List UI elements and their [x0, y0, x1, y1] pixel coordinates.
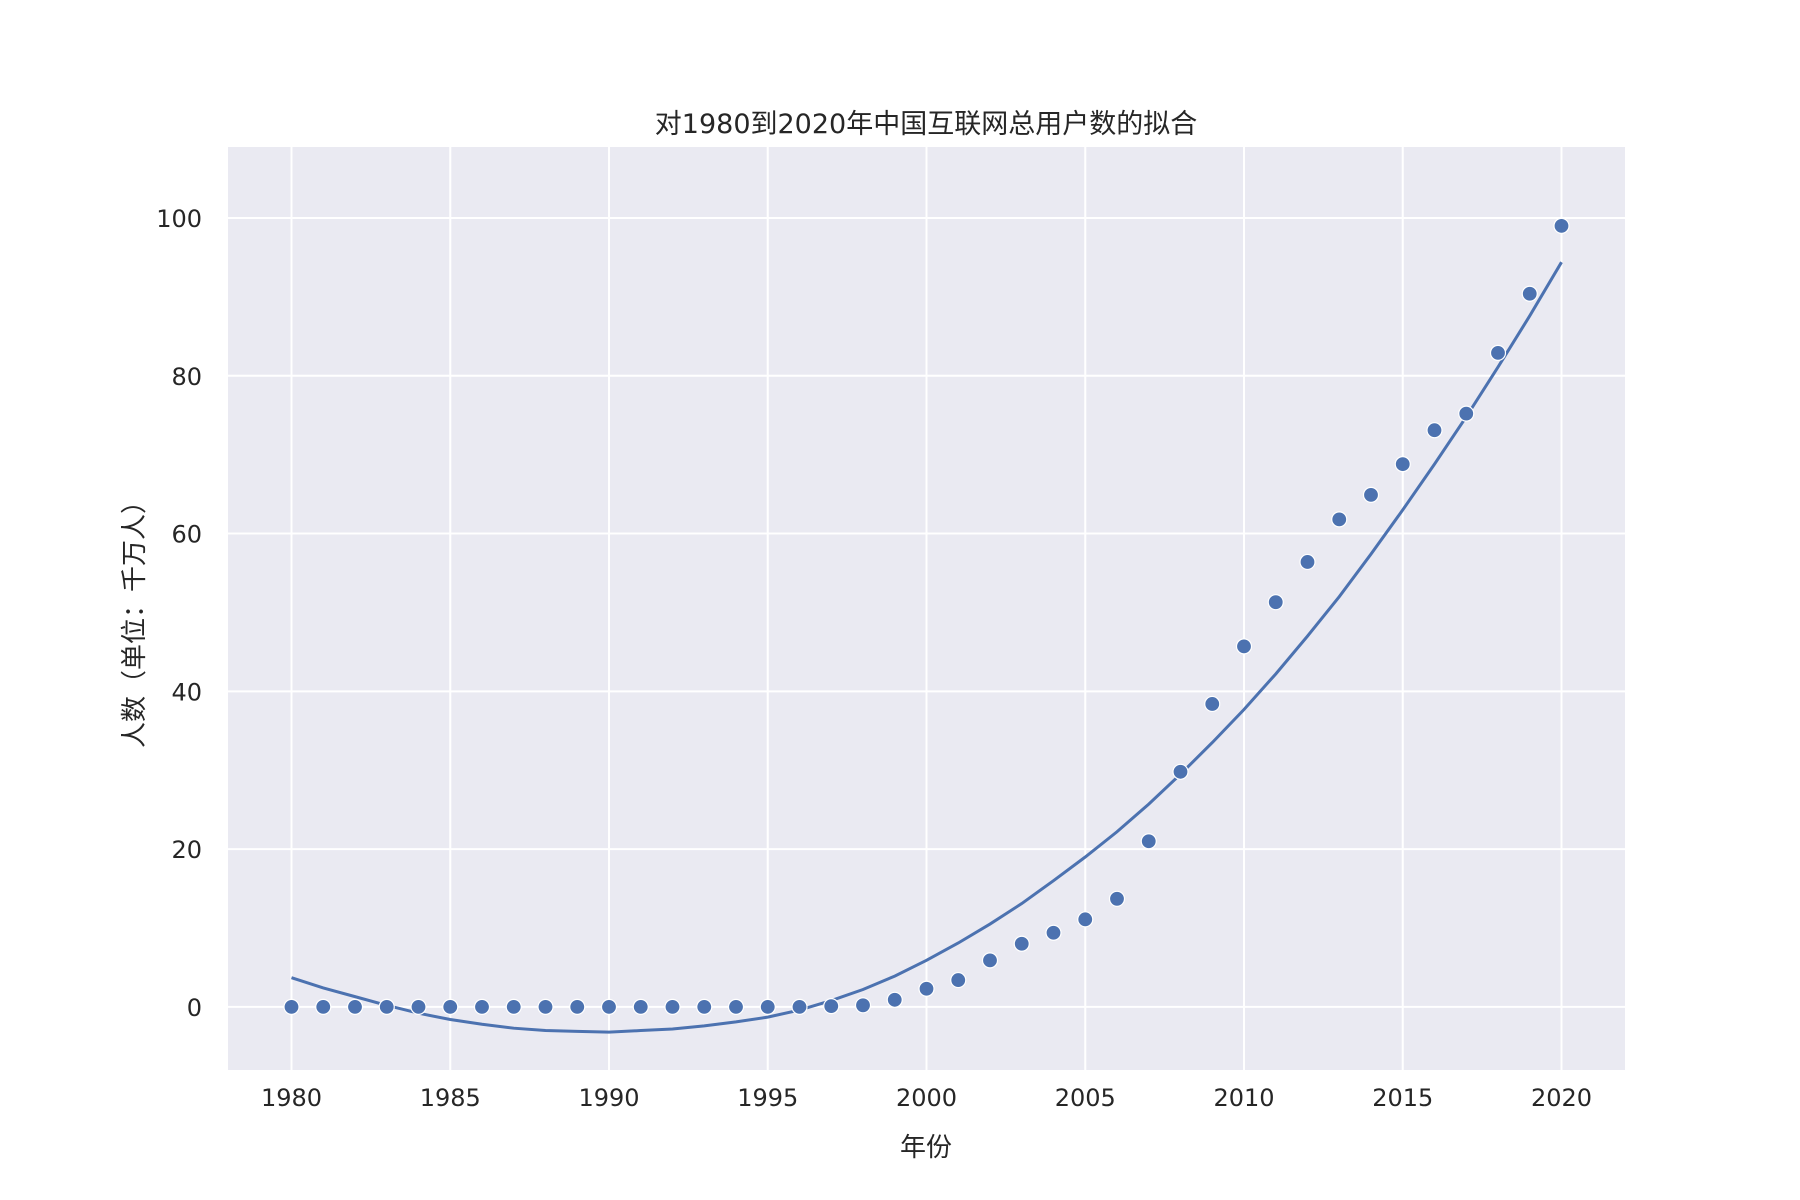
data-point — [600, 998, 618, 1015]
y-tick-label: 20 — [171, 836, 202, 864]
y-axis-label: 人数（单位：千万人） — [120, 488, 150, 748]
data-point — [759, 998, 776, 1015]
data-point — [1489, 344, 1507, 361]
x-tick-label: 2000 — [896, 1084, 957, 1112]
data-point — [410, 998, 427, 1015]
data-point — [1108, 890, 1126, 907]
data-point — [696, 998, 713, 1015]
data-point — [1553, 217, 1570, 234]
data-point — [505, 998, 522, 1015]
y-tick-label: 80 — [171, 363, 202, 391]
data-point — [664, 998, 681, 1015]
grid-y — [228, 217, 1625, 1008]
x-tick-label: 2015 — [1372, 1084, 1433, 1112]
x-tick-label: 2005 — [1055, 1084, 1116, 1112]
y-tick-label: 0 — [187, 994, 202, 1022]
grid-x — [290, 147, 1563, 1070]
x-tick-label: 1980 — [261, 1084, 322, 1112]
chart-title: 对1980到2020年中国互联网总用户数的拟合 — [655, 109, 1197, 140]
data-point — [442, 998, 459, 1015]
data-point — [473, 998, 491, 1015]
data-point — [1394, 456, 1411, 473]
y-tick-label: 100 — [156, 205, 202, 233]
data-point — [632, 998, 649, 1015]
series-layer — [283, 217, 1570, 1034]
y-tick-label: 60 — [171, 521, 202, 549]
x-tick-label: 1995 — [737, 1084, 798, 1112]
data-point — [791, 998, 808, 1015]
data-point — [315, 998, 332, 1015]
data-point — [537, 998, 554, 1015]
data-point — [1362, 486, 1380, 503]
data-point — [1045, 924, 1062, 941]
data-point — [1204, 695, 1221, 713]
data-point — [886, 991, 903, 1008]
data-point — [727, 998, 745, 1015]
data-point — [981, 952, 999, 969]
data-point — [1077, 911, 1094, 928]
x-tick-label: 2010 — [1213, 1084, 1274, 1112]
y-tick-label: 40 — [171, 678, 202, 706]
data-point — [1267, 594, 1284, 611]
x-tick-label: 2020 — [1531, 1084, 1592, 1112]
data-point — [1331, 511, 1348, 528]
data-point — [378, 998, 395, 1015]
x-axis-label: 年份 — [900, 1133, 952, 1163]
data-point — [823, 997, 840, 1015]
data-point — [1521, 285, 1538, 302]
data-point — [1458, 405, 1475, 422]
data-point — [1140, 833, 1157, 850]
data-point — [346, 998, 364, 1015]
data-point — [1013, 935, 1030, 952]
data-point — [1299, 553, 1316, 571]
data-point — [283, 998, 300, 1015]
data-point — [854, 997, 872, 1014]
x-tick-labels: 1980 1985 1990 1995 2000 2005 2010 2015 2020 — [261, 1084, 1592, 1112]
y-tick-labels: 0 20 40 60 80 100 — [156, 205, 202, 1022]
data-point — [569, 998, 586, 1015]
x-tick-label: 1985 — [420, 1084, 481, 1112]
data-point — [950, 971, 967, 989]
data-point — [918, 980, 935, 997]
data-point — [1172, 763, 1189, 780]
data-point — [1426, 422, 1443, 439]
data-point — [1235, 638, 1253, 655]
fit-curve — [291, 261, 1563, 1034]
x-tick-label: 1990 — [578, 1084, 639, 1112]
